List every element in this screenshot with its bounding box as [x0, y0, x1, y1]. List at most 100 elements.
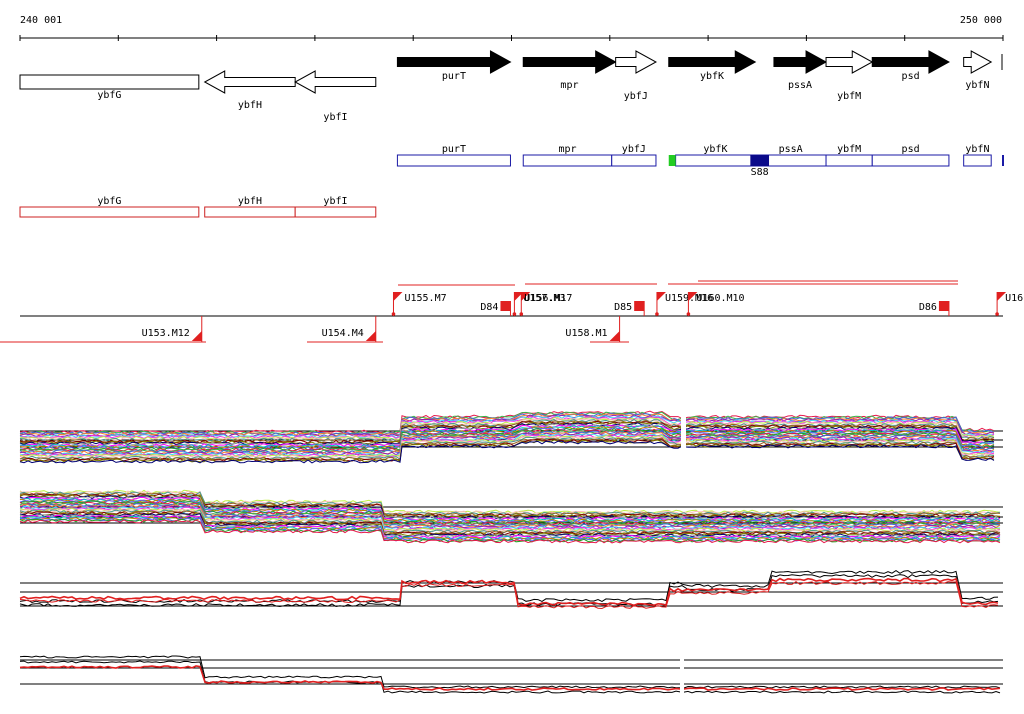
feature-label: pssA	[779, 144, 803, 155]
signal-line	[19, 501, 1001, 526]
gene-label: mpr	[560, 80, 578, 91]
transcript-end-flag	[365, 331, 376, 341]
transcript-start-flag	[688, 292, 698, 301]
transcript-start-dot	[519, 312, 524, 316]
transcript-end-box	[634, 301, 645, 311]
gene-track: ybfG ybfH ybfI purT mpr ybfJ ybfK pssA ybfM psd yb…	[19, 50, 1003, 123]
feature-box	[294, 206, 377, 218]
gene-arrow	[294, 70, 377, 94]
signal-line	[19, 417, 995, 441]
signal-line	[19, 493, 1001, 518]
signal-line	[19, 510, 1001, 535]
feature-box	[871, 154, 950, 167]
transcript-label: U155.M7	[404, 293, 446, 304]
transcript-start-flag	[656, 292, 666, 301]
transcript-start-dot	[686, 312, 691, 316]
gene-arrow	[668, 50, 757, 74]
signal-line	[19, 495, 1001, 520]
gene-arrow	[825, 50, 874, 74]
transcript-end-label: D86	[919, 302, 937, 313]
ruler-end-label: 250 000	[960, 15, 1002, 26]
gene-arrow	[396, 50, 512, 74]
gene-arrow	[19, 74, 200, 90]
feature-label: ybfJ	[622, 144, 646, 155]
transcript-start-dot	[655, 312, 659, 316]
signal-tracks	[19, 400, 1003, 698]
gene-arrow	[615, 50, 658, 74]
signal-line	[19, 440, 995, 464]
gene-label: psd	[902, 71, 920, 82]
feature-label: purT	[442, 144, 466, 155]
feature-marker	[750, 155, 770, 166]
signal-line	[19, 434, 995, 459]
transcript-start-flag	[393, 292, 403, 301]
gene-label: ybfK	[700, 71, 724, 82]
signal-line	[19, 439, 995, 463]
gene-label: ybfG	[97, 90, 121, 101]
transcript-label: U160.M10	[696, 293, 744, 304]
signal-line	[19, 518, 1001, 543]
feature-label: ybfI	[323, 196, 347, 207]
signal-line	[19, 496, 1001, 522]
signal-line	[19, 577, 999, 607]
feature-label: ybfH	[238, 196, 262, 207]
transcript-start-flag	[997, 292, 1007, 301]
transcript-label: U153.M12	[142, 328, 190, 339]
signal-line	[19, 514, 1001, 539]
gene-arrow	[522, 50, 617, 74]
transcript-label: U158.M1	[565, 328, 607, 339]
signal-gap	[681, 400, 686, 465]
feature-marker-label: S88	[751, 167, 769, 178]
gene-label: ybfJ	[624, 91, 648, 102]
signal-line	[19, 425, 995, 450]
gene-label: ybfH	[238, 100, 262, 111]
signal-line	[19, 422, 995, 446]
transcript-start-dot	[512, 312, 517, 316]
gene-arrow	[773, 50, 828, 74]
transcript-label: U161	[1005, 293, 1024, 304]
coordinate-ruler: 240 001 250 000	[19, 15, 1004, 41]
signal-line	[19, 660, 1001, 694]
feature-box	[675, 154, 756, 167]
transcript-end-box	[938, 301, 949, 311]
feature-label: ybfN	[965, 144, 989, 155]
feature-box	[611, 154, 657, 167]
feature-label: ybfG	[97, 196, 121, 207]
transcript-start-dot	[995, 312, 999, 316]
transcript-end-label: D84	[480, 302, 498, 313]
plus-feature-track: purT mpr ybfJ ybfK pssA ybfM psd ybfN S88	[396, 144, 1004, 178]
transcript-label: U154.M4	[322, 328, 364, 339]
transcript-end-box	[500, 301, 511, 311]
feature-label: mpr	[558, 144, 576, 155]
signal-line	[19, 425, 995, 449]
feature-label: psd	[902, 144, 920, 155]
signal-line	[19, 665, 1001, 691]
gene-arrow	[203, 70, 296, 94]
gene-arrow	[871, 50, 950, 74]
feature-box	[204, 206, 296, 218]
feature-start-marker	[668, 155, 676, 166]
transcript-label: U156.M17	[524, 293, 572, 304]
gene-label: purT	[442, 71, 466, 82]
transcript-end-flag	[191, 331, 202, 341]
signal-line	[19, 414, 995, 438]
transcript-end-flag	[609, 331, 620, 341]
feature-label: ybfK	[703, 144, 727, 155]
feature-box	[825, 154, 873, 167]
signal-line	[19, 516, 1001, 541]
feature-box	[396, 154, 511, 167]
transcript-track: U155.M7U157.M3U156.M17U159.M16U160.M10U1…	[0, 280, 1024, 343]
gene-arrow	[963, 50, 993, 74]
feature-label: ybfM	[837, 144, 861, 155]
feature-edge	[1002, 155, 1004, 166]
signal-line	[19, 580, 999, 610]
ruler-start-label: 240 001	[20, 15, 62, 26]
feature-box	[19, 206, 200, 218]
transcript-label: U157.M3	[523, 293, 565, 304]
transcript-end-label: D85	[614, 302, 632, 313]
gene-label: ybfM	[837, 91, 861, 102]
signal-line	[19, 419, 995, 443]
signal-line	[19, 509, 1001, 534]
signal-line	[19, 506, 1001, 531]
